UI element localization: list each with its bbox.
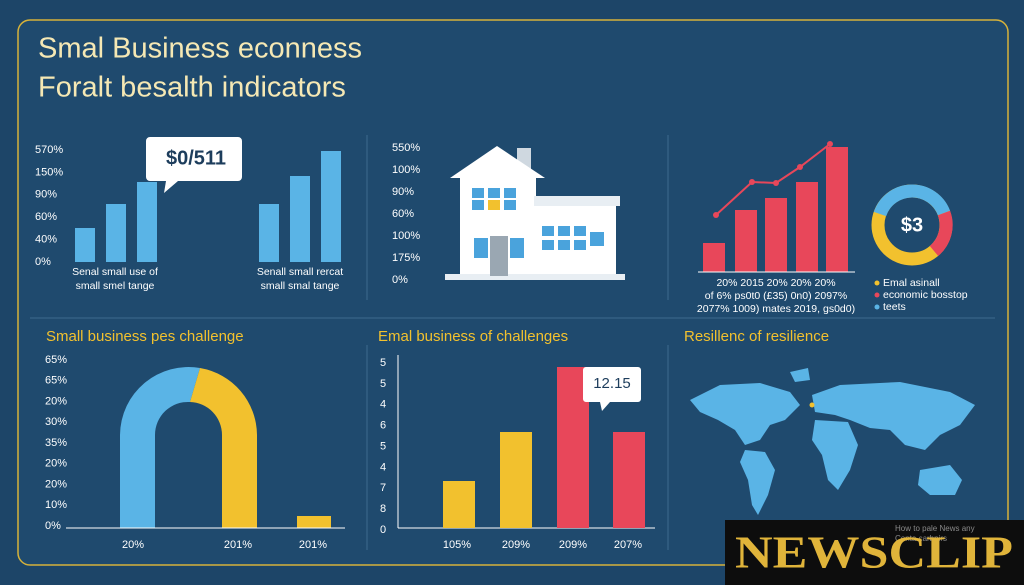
donut-label: $3 [901,214,923,236]
panel-title: Resillenc of resilience [684,328,829,345]
arch-blue [120,367,200,528]
donut [871,184,953,266]
bar-label: small smal tange [261,280,340,292]
tick-label: 65% [45,375,67,387]
x-label: 20% 2015 20% 20% 20% [716,277,835,289]
dividers [30,135,995,550]
title-line: Smal Business econness [38,33,362,65]
tick-label: 570% [35,144,63,156]
callout-box [146,137,242,193]
legend-dot [874,304,880,310]
title-line: Foralt besalth indicators [38,72,346,104]
bar-label: Senall small rercat [257,266,343,278]
tick-label: 5 [380,378,386,390]
tick-label: 60% [392,208,414,220]
tick-label: 10% [45,499,67,511]
callout-box [583,367,641,411]
x-label: 201% [299,539,327,551]
tick-label: 90% [392,186,414,198]
bars [703,147,848,272]
trend-dots [713,141,833,218]
x-label: of 6% ps0t0 (£35) 0n0) 2097% [705,290,847,302]
bars [75,151,341,262]
tick-label: 20% [45,395,67,407]
legend-dot [874,280,880,286]
callout-text: 12.15 [593,375,631,392]
tick-label: 65% [45,354,67,366]
tick-label: 20% [45,458,67,470]
tick-label: 8 [380,503,386,515]
x-label: 209% [502,539,530,551]
panel-title: Small business pes challenge [46,328,244,345]
x-label: 209% [559,539,587,551]
x-label: 2077% 1009) mates 2019, gs0d0) [697,303,855,315]
arch-yellow [190,368,257,528]
callout-text: $0/511 [166,147,226,169]
logo-small: How to pale News any [895,524,975,533]
x-label: 20% [122,539,144,551]
tick-label: 30% [45,416,67,428]
logo-box [725,520,1024,585]
tick-label: 5 [380,357,386,369]
tick-label: 0% [35,256,51,268]
legend-label: teets [883,301,906,313]
tick-label: 150% [35,166,63,178]
map-dot [809,402,815,408]
tick-label: 100% [392,164,420,176]
x-label: 201% [224,539,252,551]
tick-label: 4 [380,399,386,411]
tick-label: 0% [45,520,61,532]
tick-label: 0 [380,524,386,536]
tick-label: 100% [392,230,420,242]
bar-label: Senal small use of [72,266,158,278]
tick-label: 175% [392,252,420,264]
tick-label: 60% [35,211,57,223]
tick-label: 4 [380,461,386,473]
tick-label: 0% [392,274,408,286]
tick-label: 5 [380,440,386,452]
logo-small: Conta carbpirs [895,534,947,543]
tick-label: 7 [380,482,386,494]
tick-label: 20% [45,478,67,490]
tick-label: 550% [392,142,420,154]
tick-label: 90% [35,189,57,201]
legend-label: Emal asinall [883,277,940,289]
panel-title: Emal business of challenges [378,328,568,345]
tick-label: 40% [35,234,57,246]
logo: NEWSCLIP [735,527,1013,578]
x-label: 207% [614,539,642,551]
legend-label: economic bosstop [883,289,968,301]
x-label: 105% [443,539,471,551]
legend-dot [874,292,880,298]
tick-label: 35% [45,437,67,449]
house [445,146,625,280]
tick-label: 6 [380,420,386,432]
bar-label: small smel tange [76,280,155,292]
bar [297,516,331,528]
world-map [690,368,975,515]
